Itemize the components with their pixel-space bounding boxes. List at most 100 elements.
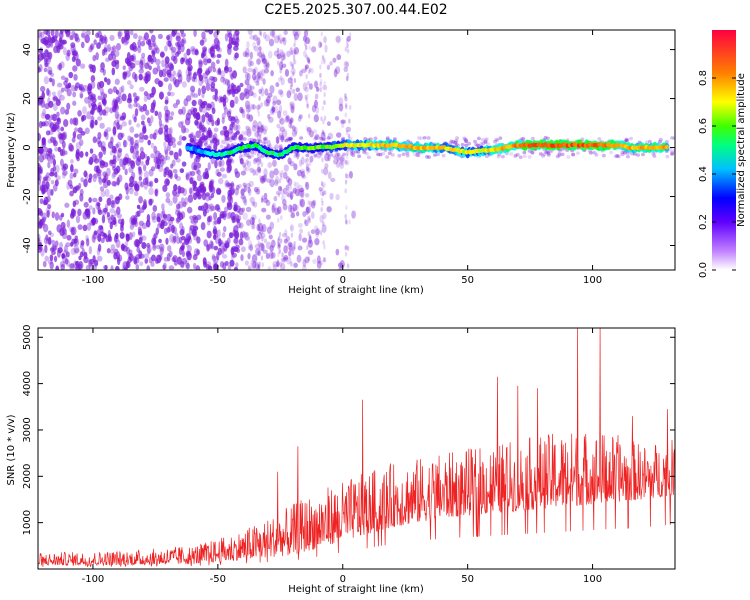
spectrogram-cell: [155, 47, 160, 54]
spectrogram-cell: [281, 37, 285, 42]
spectrogram-cell: [165, 192, 171, 199]
spectrogram-cell: [131, 113, 137, 120]
spectrogram-cell: [545, 136, 550, 141]
spectrogram-cell: [129, 84, 134, 90]
spectrogram-cell: [175, 175, 182, 182]
spectrogram-cell: [178, 121, 184, 128]
spectrogram-cell: [647, 139, 652, 144]
spectrogram-cell: [88, 156, 94, 166]
spectrogram-cell: [312, 129, 317, 134]
spectrogram-cell: [86, 111, 92, 120]
spectrogram-cell: [210, 192, 215, 199]
spectrogram-cell: [237, 136, 242, 141]
spectrogram-cell: [66, 219, 71, 228]
spectrogram-cell: [285, 235, 291, 242]
spectrogram-cell: [249, 34, 255, 40]
spectrogram-cell: [203, 239, 209, 247]
spectrogram-cell: [97, 95, 103, 101]
spectrogram-cell: [257, 103, 261, 109]
spectrogram-cell: [139, 261, 144, 267]
spectrogram-cell: [168, 115, 174, 121]
spectrogram-cell: [221, 117, 225, 124]
spectrogram-cell: [112, 126, 117, 136]
spectrogram-cell: [280, 262, 286, 270]
spectrogram-cell: [268, 38, 275, 47]
spectrogram-cell: [134, 183, 138, 191]
spectrogram-cell: [283, 245, 289, 254]
spectrogram-cell: [245, 47, 250, 56]
spectrogram-cell: [261, 236, 264, 242]
spectrogram-cell: [246, 219, 252, 227]
spectrogram-cell: [102, 207, 108, 213]
spectrogram-cell: [467, 141, 472, 146]
spectrogram-cell: [278, 134, 282, 140]
spectrogram-cell: [151, 50, 156, 58]
spectrogram-x-ticks: -100 -50 0 50 100: [82, 30, 602, 286]
spectrogram-cell: [256, 156, 262, 166]
x-tick-label: 50: [461, 574, 474, 585]
spectrogram-cell: [249, 196, 255, 204]
spectrogram-cell: [130, 160, 136, 169]
spectrogram-cell: [300, 156, 305, 165]
spectrogram-cell: [137, 180, 143, 187]
spectrogram-cell: [206, 244, 210, 252]
spectrogram-cell: [115, 155, 121, 161]
x-tick-label: 100: [583, 574, 602, 585]
spectrogram-cell: [261, 262, 264, 268]
spectrogram-cell: [267, 139, 271, 148]
spectrogram-cell: [294, 59, 297, 65]
spectrogram-cell: [162, 213, 168, 219]
spectrogram-cell: [319, 214, 324, 223]
spectrogram-cell: [227, 32, 233, 38]
spectrogram-cell: [179, 236, 183, 244]
spectrogram-cell: [46, 210, 50, 218]
spectrogram-cell: [271, 106, 276, 113]
colorbar-tick-label: 0.8: [698, 70, 709, 86]
spectrogram-cell: [616, 154, 621, 159]
y-tick-label: -20: [22, 188, 33, 204]
spectrogram-cell: [107, 88, 113, 95]
spectrogram-cell: [138, 176, 143, 181]
spectrogram-cell: [164, 99, 169, 105]
spectrogram-cell: [229, 186, 235, 195]
spectrogram-cell: [164, 61, 169, 69]
spectrogram-cell: [278, 127, 281, 133]
spectrogram-cell: [252, 34, 258, 41]
spectrogram-cell: [101, 214, 106, 224]
spectrogram-cell: [345, 76, 349, 82]
spectrogram-cell: [250, 222, 255, 230]
spectrogram-cell: [109, 46, 115, 52]
spectrogram-cell: [70, 164, 74, 173]
spectrogram-cell: [250, 153, 255, 158]
spectrogram-cell: [319, 64, 322, 70]
spectrogram-cell: [157, 33, 163, 40]
spectrogram-cell: [64, 202, 70, 208]
spectrogram-cell: [287, 157, 292, 165]
spectrogram-cell: [186, 206, 193, 214]
spectrogram-cell: [248, 180, 254, 188]
spectrogram-cell: [77, 224, 83, 230]
spectrogram-cell: [78, 85, 83, 91]
spectrogram-cell: [308, 160, 312, 166]
spectrogram-cell: [289, 117, 294, 124]
spectrogram-cell: [484, 154, 489, 159]
spectrogram-cell: [97, 243, 102, 253]
spectrogram-cell: [297, 92, 303, 102]
spectrogram-cell: [665, 154, 670, 159]
spectrogram-cell: [86, 238, 90, 247]
spectrogram-cell: [285, 115, 290, 121]
spectrogram-cell: [346, 76, 349, 82]
spectrogram-cell: [68, 71, 74, 79]
spectrogram-cell: [52, 184, 58, 192]
spectrogram-cell: [260, 225, 265, 233]
spectrogram-cell: [223, 226, 227, 233]
spectrogram-cell: [260, 54, 266, 62]
spectrogram-cell: [280, 58, 284, 64]
spectrogram-cell: [257, 168, 261, 174]
spectrogram-cell: [211, 186, 216, 195]
spectrogram-cell: [213, 127, 219, 133]
spectrogram-cell: [96, 202, 101, 207]
spectrogram-cell: [282, 37, 287, 46]
spectrogram-cell: [306, 101, 309, 107]
spectrogram-cell: [345, 153, 349, 159]
